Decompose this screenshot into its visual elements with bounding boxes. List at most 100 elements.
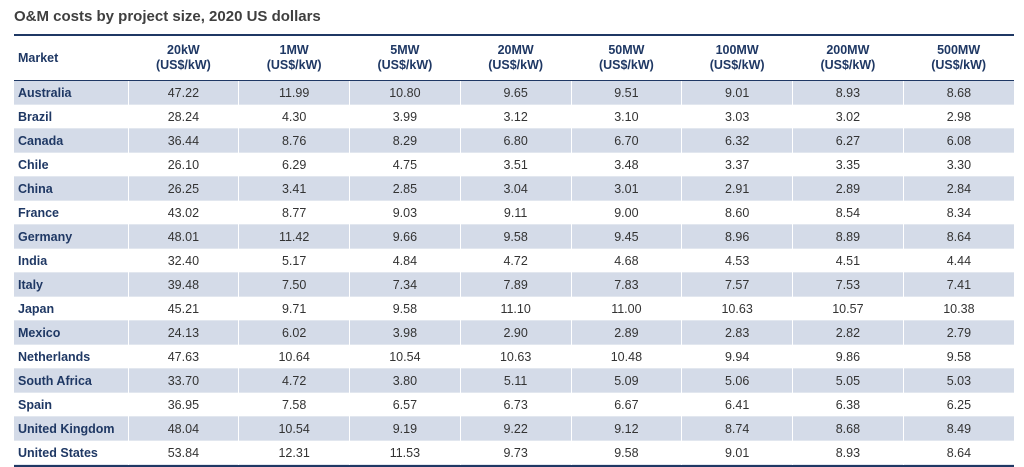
cost-cell: 12.31 (238, 440, 350, 465)
cost-cell: 2.83 (681, 320, 793, 345)
market-cell: Mexico (14, 320, 129, 345)
cost-cell: 10.54 (238, 416, 350, 441)
cost-cell: 8.60 (681, 200, 793, 225)
cost-cell: 8.64 (903, 224, 1014, 249)
cost-cell: 9.66 (349, 224, 461, 249)
cost-cell: 6.57 (349, 392, 461, 417)
column-header-unit: (US$/kW) (155, 58, 211, 72)
cost-cell: 6.41 (681, 392, 793, 417)
cost-cell: 3.98 (349, 320, 461, 345)
cost-cell: 10.64 (238, 344, 350, 369)
cost-cell: 9.94 (681, 344, 793, 369)
table-row: Mexico 24.13 6.02 3.98 2.90 2.89 2.83 2.82 2.79 (14, 320, 1014, 345)
cost-cell: 9.12 (571, 416, 683, 441)
cost-cell: 5.17 (238, 248, 350, 273)
cost-cell: 6.32 (681, 128, 793, 153)
cost-cell: 3.12 (460, 104, 572, 129)
market-cell: Australia (14, 80, 129, 105)
table-row: Germany 48.01 11.42 9.66 9.58 9.45 8.96 8.89 8.6… (14, 224, 1014, 249)
cost-cell: 5.09 (571, 368, 683, 393)
cost-cell: 36.44 (128, 128, 240, 153)
market-cell: Spain (14, 392, 129, 417)
cost-cell: 4.75 (349, 152, 461, 177)
cost-cell: 7.41 (903, 272, 1014, 297)
cost-cell: 53.84 (128, 440, 240, 465)
cost-cell: 7.89 (460, 272, 572, 297)
market-cell: India (14, 248, 129, 273)
cost-cell: 3.02 (792, 104, 904, 129)
cost-cell: 3.01 (571, 176, 683, 201)
column-header-5mw: 5MW (US$/kW) (349, 36, 461, 81)
cost-cell: 2.82 (792, 320, 904, 345)
cost-cell: 6.80 (460, 128, 572, 153)
cost-cell: 6.73 (460, 392, 572, 417)
cost-cell: 9.45 (571, 224, 683, 249)
cost-cell: 9.03 (349, 200, 461, 225)
cost-cell: 11.42 (238, 224, 350, 249)
cost-cell: 4.72 (238, 368, 350, 393)
table-row: Japan 45.21 9.71 9.58 11.10 11.00 10.63 10.57 10… (14, 296, 1014, 321)
cost-cell: 10.80 (349, 80, 461, 105)
cost-cell: 9.58 (571, 440, 683, 465)
cost-cell: 24.13 (128, 320, 240, 345)
cost-cell: 45.21 (128, 296, 240, 321)
table-header-row: Market 20kW (US$/kW) 1MW (US$/kW) 5MW (US$/kW… (14, 36, 1014, 81)
column-header-unit: (US$/kW) (709, 58, 765, 72)
table-row: India 32.40 5.17 4.84 4.72 4.68 4.53 4.51 4.44 (14, 248, 1014, 273)
market-cell: Netherlands (14, 344, 129, 369)
cost-cell: 26.10 (128, 152, 240, 177)
cost-cell: 3.30 (903, 152, 1014, 177)
cost-cell: 9.58 (349, 296, 461, 321)
column-header-50mw: 50MW (US$/kW) (571, 36, 682, 81)
table-row: Australia 47.22 11.99 10.80 9.65 9.51 9.01 8.93… (14, 80, 1014, 105)
cost-cell: 3.10 (571, 104, 683, 129)
cost-cell: 7.50 (238, 272, 350, 297)
page-title: O&M costs by project size, 2020 US dolla… (14, 8, 321, 25)
cost-cell: 6.08 (903, 128, 1014, 153)
table-row: United Kingdom 48.04 10.54 9.19 9.22 9.12 8.74… (14, 416, 1014, 441)
cost-cell: 3.03 (681, 104, 793, 129)
cost-cell: 4.53 (681, 248, 793, 273)
column-header-20mw: 20MW (US$/kW) (460, 36, 571, 81)
cost-cell: 7.57 (681, 272, 793, 297)
cost-cell: 4.72 (460, 248, 572, 273)
column-header-unit: (US$/kW) (931, 58, 987, 72)
cost-cell: 6.67 (571, 392, 683, 417)
cost-cell: 7.58 (238, 392, 350, 417)
market-cell: Japan (14, 296, 129, 321)
market-cell: China (14, 176, 129, 201)
cost-cell: 10.48 (571, 344, 683, 369)
cost-cell: 9.65 (460, 80, 572, 105)
market-cell: United States (14, 440, 129, 465)
cost-cell: 3.35 (792, 152, 904, 177)
column-header-200mw: 200MW (US$/kW) (792, 36, 904, 81)
cost-cell: 4.30 (238, 104, 350, 129)
column-header-unit: (US$/kW) (488, 58, 544, 72)
cost-cell: 2.90 (460, 320, 572, 345)
cost-cell: 47.63 (128, 344, 240, 369)
table-row: South Africa 33.70 4.72 3.80 5.11 5.09 5.06 5.0… (14, 368, 1014, 393)
cost-cell: 10.54 (349, 344, 461, 369)
cost-cell: 5.05 (792, 368, 904, 393)
cost-cell: 3.04 (460, 176, 572, 201)
cost-cell: 4.51 (792, 248, 904, 273)
column-header-1mw: 1MW (US$/kW) (238, 36, 350, 81)
cost-cell: 9.86 (792, 344, 904, 369)
cost-cell: 43.02 (128, 200, 240, 225)
column-header-unit: (US$/kW) (598, 58, 654, 72)
cost-cell: 47.22 (128, 80, 240, 105)
cost-cell: 8.64 (903, 440, 1014, 465)
market-cell: Chile (14, 152, 129, 177)
cost-cell: 11.00 (571, 296, 683, 321)
cost-cell: 4.84 (349, 248, 461, 273)
cost-cell: 33.70 (128, 368, 240, 393)
cost-cell: 9.73 (460, 440, 572, 465)
cost-cell: 8.93 (792, 80, 904, 105)
cost-cell: 6.38 (792, 392, 904, 417)
column-header-size: 5MW (390, 43, 420, 57)
cost-cell: 32.40 (128, 248, 240, 273)
cost-cell: 8.76 (238, 128, 350, 153)
table-row: China 26.25 3.41 2.85 3.04 3.01 2.91 2.89 2.84 (14, 176, 1014, 201)
cost-cell: 8.93 (792, 440, 904, 465)
om-costs-table-container: Market 20kW (US$/kW) 1MW (US$/kW) 5MW (US$/kW… (14, 34, 1014, 467)
